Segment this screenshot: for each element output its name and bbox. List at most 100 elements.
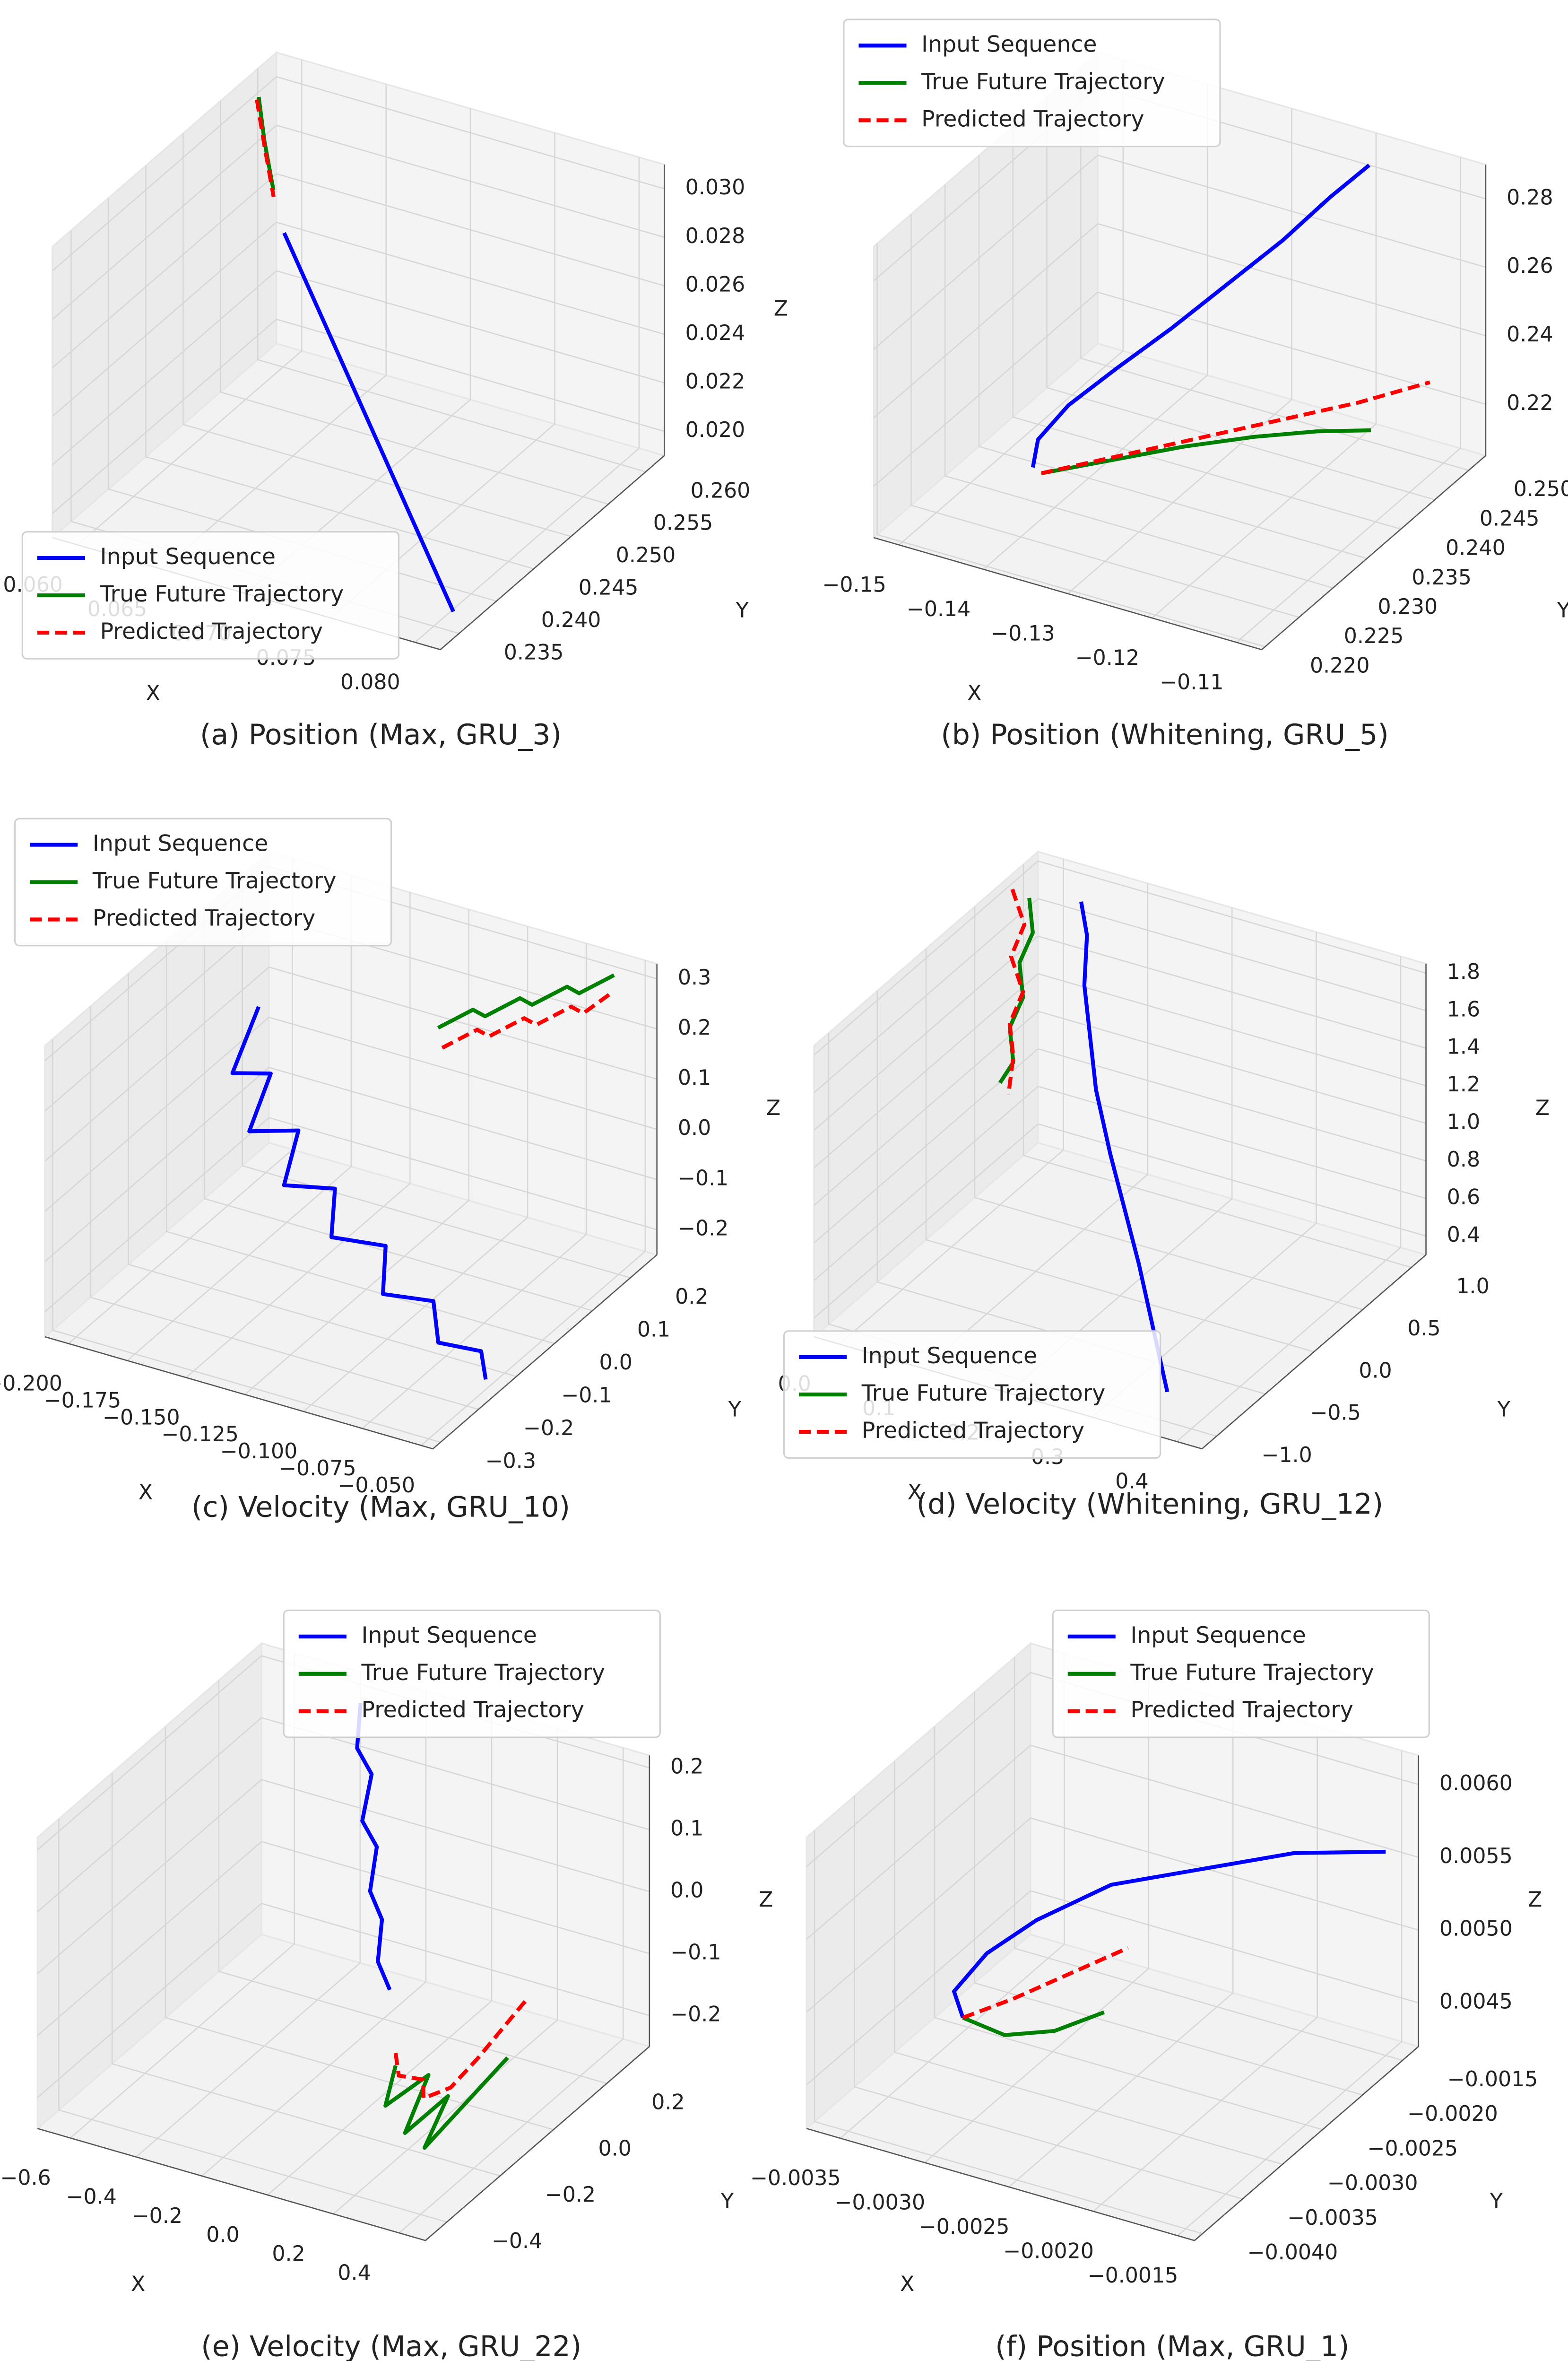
- trajectory-line: [355, 1702, 392, 1991]
- legend-label: True Future Trajectory: [92, 868, 337, 894]
- y-tick-label: −0.4: [492, 2229, 542, 2253]
- grid-line: [1030, 1744, 1419, 1858]
- grid-line: [52, 1329, 441, 1443]
- grid-line: [814, 973, 1039, 1168]
- y-tick-label: −0.5: [1310, 1401, 1360, 1425]
- grid-line: [1013, 416, 1401, 530]
- legend-label: True Future Trajectory: [1130, 1660, 1374, 1686]
- grid-line: [269, 1117, 658, 1230]
- y-tick-label: 0.225: [1344, 624, 1404, 648]
- grid-line: [44, 1067, 269, 1262]
- z-tick-label: 0.024: [685, 321, 745, 345]
- grid-line: [218, 1970, 607, 2084]
- y-axis-label: Y: [736, 598, 749, 622]
- z-tick-label: 0.6: [1447, 1185, 1480, 1209]
- z-axis-label: Z: [759, 1888, 773, 1912]
- grid-line: [244, 1200, 469, 1395]
- grid-line: [52, 173, 277, 368]
- grid-line: [204, 1198, 593, 1312]
- z-tick-label: 0.28: [1507, 185, 1553, 209]
- grid-line: [261, 1779, 650, 1892]
- x-tick-label: −0.12: [1075, 646, 1140, 670]
- legend: Input Sequence True Future Trajectory Pred…: [14, 818, 392, 947]
- grid-line: [873, 291, 1099, 487]
- grid-line: [814, 898, 1039, 1093]
- caption: (d) Velocity (Whitening, GRU_12): [917, 1488, 1383, 1521]
- grid-line: [59, 2109, 447, 2223]
- caption: (a) Position (Max, GRU_3): [200, 718, 562, 751]
- grid-line: [276, 173, 665, 287]
- trajectory-line: [952, 1849, 1386, 2019]
- grid-line: [1080, 357, 1469, 471]
- y-tick-label: 0.220: [1310, 653, 1370, 678]
- x-tick-label: −0.175: [44, 1388, 121, 1412]
- y-tick-label: 0.250: [1514, 477, 1568, 501]
- grid-line: [877, 534, 1265, 647]
- grid-line: [1038, 860, 1426, 974]
- y-tick-label: −0.1: [561, 1384, 612, 1408]
- axis-line: [425, 2046, 650, 2241]
- trajectory-line: [962, 1946, 1129, 2020]
- legend-label: True Future Trajectory: [861, 1380, 1106, 1406]
- grid-line: [1038, 935, 1426, 1049]
- x-tick-label: −0.0020: [1003, 2239, 1094, 2264]
- grid-line: [44, 1017, 269, 1212]
- y-tick-label: −0.0040: [1247, 2240, 1338, 2265]
- z-tick-label: 0.22: [1507, 391, 1553, 415]
- grid-line: [70, 1943, 295, 2139]
- grid-line: [242, 1165, 631, 1279]
- x-tick-label: 0.4: [1115, 1470, 1148, 1494]
- z-tick-label: 0.028: [685, 224, 745, 248]
- grid-line: [894, 2051, 1283, 2165]
- grid-line: [269, 1067, 658, 1180]
- grid-line: [806, 1890, 1031, 2085]
- z-tick-label: 0.0: [670, 1878, 703, 1902]
- grid-line: [269, 966, 658, 1080]
- grid-line: [1038, 973, 1426, 1087]
- grid-line: [910, 505, 1299, 618]
- legend: Input Sequence True Future Trajectory Pred…: [843, 18, 1221, 148]
- grid-line: [145, 456, 534, 570]
- grid-line: [276, 270, 665, 383]
- trajectory-line: [1040, 380, 1430, 475]
- grid-line: [136, 1962, 361, 2158]
- panel: −0.15 −0.14 −0.13 −0.12 −0.11 0.220 0.225 0.230…: [822, 18, 1568, 706]
- grid-line: [873, 155, 1099, 350]
- x-tick-label: −0.150: [103, 1405, 180, 1429]
- legend-box: [283, 1609, 661, 1738]
- legend: Input Sequence True Future Trajectory Pred…: [1052, 1609, 1430, 1738]
- x-axis-label: X: [908, 1481, 922, 1505]
- x-tick-label: −0.13: [991, 622, 1055, 646]
- grid-line: [421, 1251, 646, 1446]
- grid-line: [44, 967, 269, 1162]
- grid-line: [924, 1968, 1149, 2163]
- axis-line: [806, 2128, 1195, 2241]
- grid-line: [112, 2063, 501, 2177]
- legend-label: Input Sequence: [100, 544, 276, 570]
- panel: −0.6−0.4−0.20.00.20.4−0.4−0.20.00.2−0.2−…: [0, 1609, 773, 2296]
- y-tick-label: 0.0: [599, 1350, 632, 1375]
- grid-line: [1030, 1890, 1419, 2004]
- trajectory-line: [1041, 428, 1371, 475]
- x-tick-label: 0.0: [206, 2223, 239, 2247]
- grid-line: [1023, 1155, 1412, 1268]
- z-tick-label: 0.3: [678, 966, 711, 990]
- axis-line: [440, 455, 665, 650]
- grid-line: [1047, 387, 1435, 500]
- grid-line: [276, 221, 665, 335]
- y-tick-label: 0.2: [675, 1285, 708, 1309]
- grid-line: [926, 1239, 1314, 1352]
- z-tick-label: 0.26: [1507, 254, 1553, 278]
- y-tick-label: 0.235: [1412, 566, 1472, 590]
- x-tick-label: −0.050: [338, 1473, 415, 1498]
- x-axis-label: X: [139, 1481, 153, 1505]
- trajectory-line: [437, 973, 615, 1030]
- grid-line: [1038, 1048, 1426, 1162]
- grid-line: [44, 1117, 269, 1312]
- grid-line: [974, 1197, 1363, 1310]
- caption: (b) Position (Whitening, GRU_5): [941, 718, 1388, 751]
- y-axis-label: Y: [720, 2189, 734, 2213]
- trajectory-line: [962, 2010, 1105, 2037]
- trajectory-line: [282, 232, 455, 613]
